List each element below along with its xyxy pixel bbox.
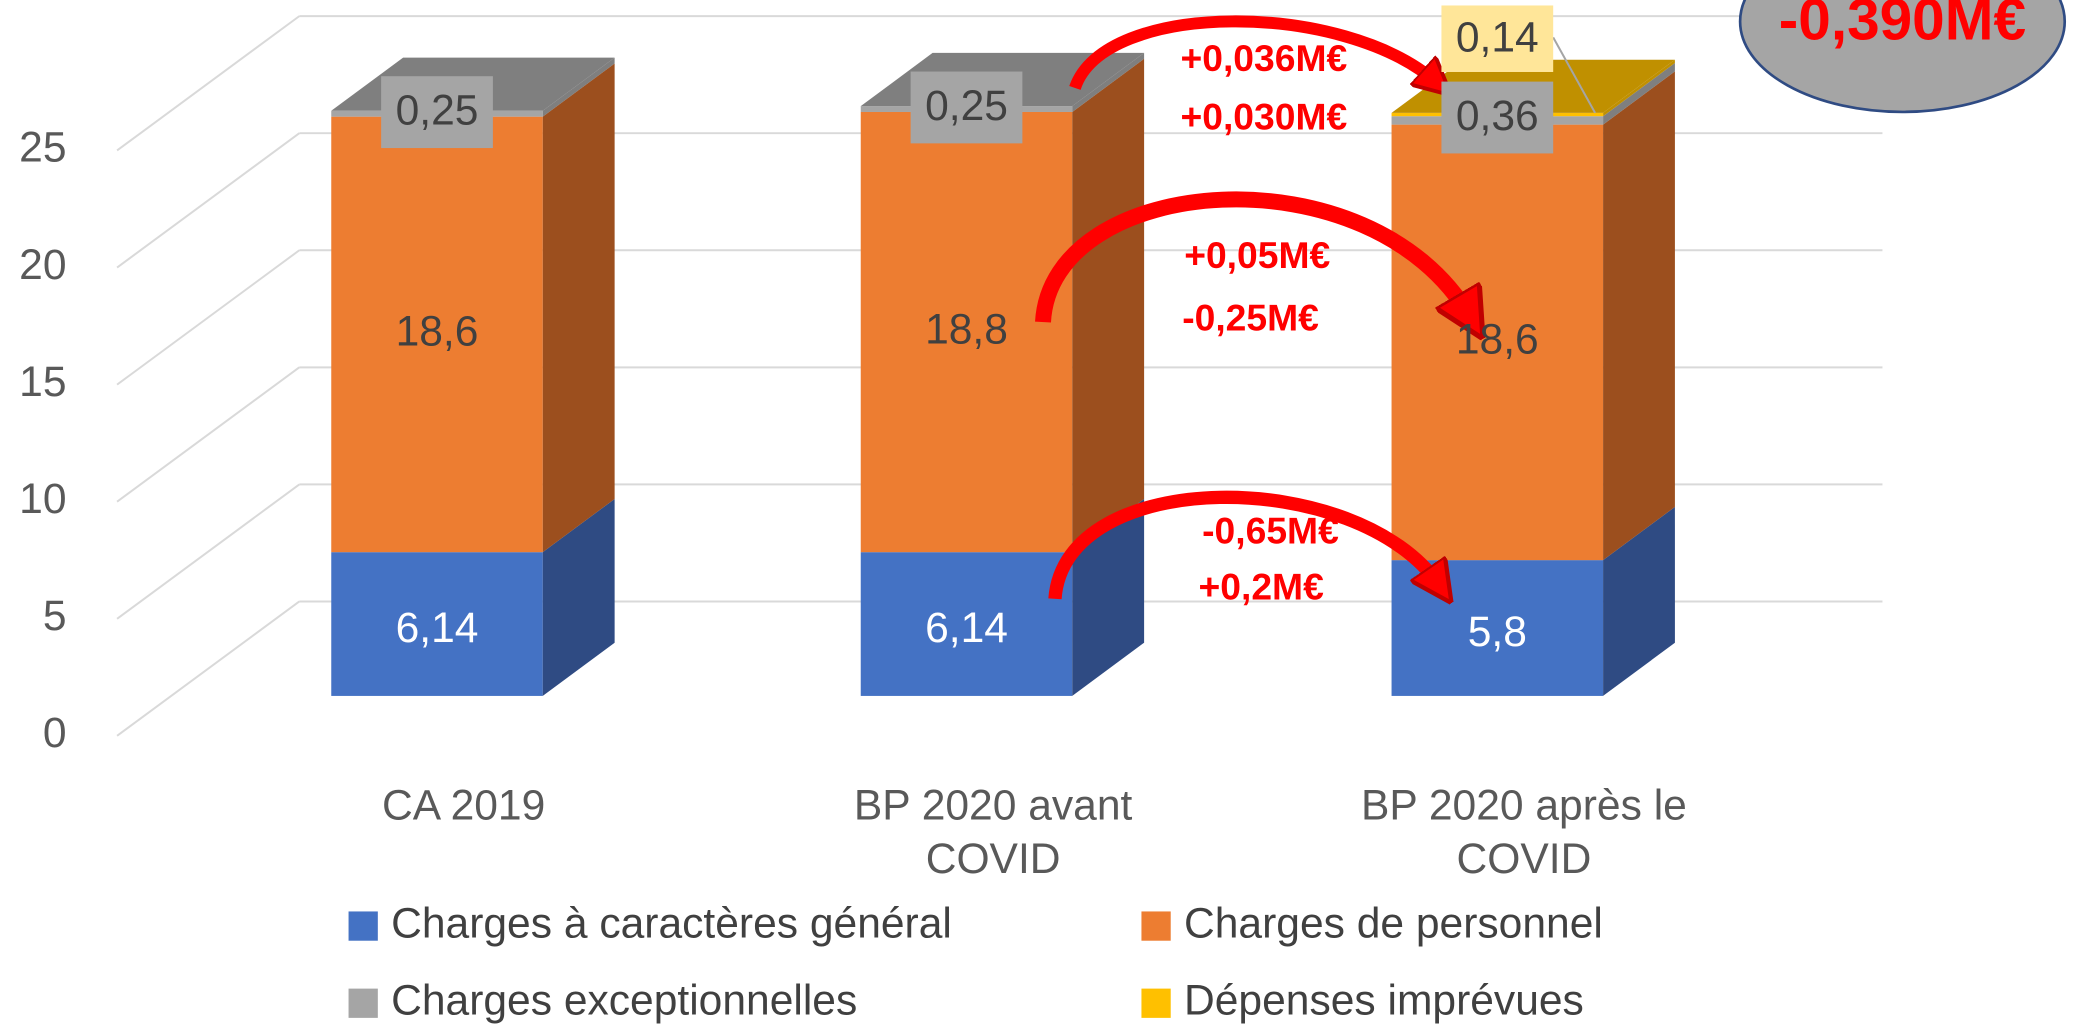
label-box	[1441, 5, 1554, 72]
annotation: +0,036M€	[1180, 37, 1347, 79]
value-label: 0,25	[396, 87, 479, 135]
x-tick-label: CA 2019	[381, 781, 546, 829]
bar-side	[1603, 506, 1675, 696]
arrows	[1035, 0, 2066, 599]
bar-segment	[331, 116, 543, 553]
bar-segment	[331, 552, 543, 696]
bar-side	[1603, 59, 1675, 117]
annotation: +0,05M€	[1184, 234, 1330, 276]
y-tick-label: 0	[43, 709, 67, 757]
legend-swatch	[1141, 911, 1171, 941]
annotation: -0,65M€	[1202, 509, 1339, 551]
grid-line	[116, 15, 300, 152]
legend-label: Dépenses imprévues	[1184, 976, 1584, 1024]
bar-segment	[860, 552, 1073, 696]
x-tick-label: BP 2020 avant COVID	[853, 781, 1133, 883]
bar-side	[1072, 498, 1145, 696]
value-label: 18,8	[925, 305, 1008, 353]
grid-line	[116, 600, 300, 737]
value-label: 18,6	[1456, 316, 1539, 364]
annotation: +0,2M€	[1199, 565, 1325, 607]
labels: 6,14 18,6 0,25 CA 2019 6,14 18,8 0,25 BP 2020 a…	[348, 0, 2026, 1024]
x-label-box: CA 2019	[381, 781, 546, 829]
legend-swatch	[348, 911, 378, 941]
total-bubble	[1738, 0, 2066, 114]
value-label: 18,6	[396, 308, 479, 356]
bar-side	[1072, 58, 1145, 553]
y-tick-label: 15	[19, 358, 66, 406]
label-box	[910, 71, 1023, 144]
legend-label: Charges exceptionnelles	[391, 976, 857, 1024]
bar-side	[1603, 71, 1675, 561]
legend-swatch	[348, 988, 378, 1018]
legend-swatch	[1141, 988, 1171, 1018]
value-label: 0,36	[1456, 92, 1539, 140]
x-label-box: BP 2020 après le COVID	[1360, 781, 1687, 883]
x-tick-label: BP 2020 après le COVID	[1360, 781, 1687, 883]
y-tick-label: 10	[19, 475, 66, 523]
value-label: 0,14	[1456, 13, 1539, 61]
grid-line	[116, 366, 300, 503]
bar-segment	[1391, 124, 1604, 561]
value-label: 5,8	[1468, 608, 1527, 656]
x-label-box: BP 2020 avant COVID	[853, 781, 1133, 883]
annotation: -0,390M€	[1779, 0, 2026, 53]
grid-line	[116, 132, 300, 269]
bar-side	[542, 57, 615, 117]
y-tick-label: 5	[43, 592, 67, 640]
legend-label: Charges à caractères général	[391, 899, 952, 947]
y-tick-label: 25	[19, 124, 66, 172]
value-label: 6,14	[925, 604, 1008, 652]
label-box	[1441, 81, 1554, 154]
value-label: 0,25	[925, 82, 1008, 130]
bar-side	[542, 63, 615, 553]
grid-line	[116, 483, 300, 620]
bar-side	[542, 498, 615, 696]
arrow	[1035, 191, 1470, 322]
value-label: 6,14	[396, 604, 479, 652]
grid-line	[116, 249, 300, 386]
bar-segment	[860, 111, 1073, 553]
arrow	[1069, 15, 1437, 88]
y-tick-label: 20	[19, 241, 66, 289]
legend-label: Charges de personnel	[1184, 899, 1603, 947]
bar-side	[1603, 62, 1675, 125]
bar-side	[1072, 52, 1145, 112]
annotation: +0,030M€	[1180, 96, 1347, 138]
arrow	[1048, 490, 1439, 599]
label-box	[381, 76, 493, 149]
annotation: -0,25M€	[1182, 297, 1319, 339]
leader-line	[1552, 36, 1596, 114]
